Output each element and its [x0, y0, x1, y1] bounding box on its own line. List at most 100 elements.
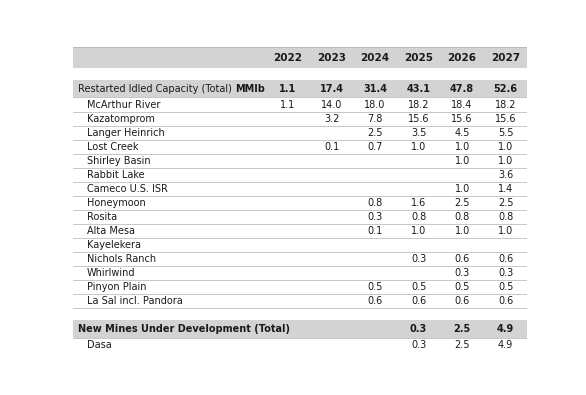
Bar	[73, 252, 527, 266]
Text: Rosita: Rosita	[87, 212, 117, 222]
Text: 0.8: 0.8	[455, 212, 470, 222]
Text: 3.5: 3.5	[411, 128, 426, 137]
Text: 0.6: 0.6	[367, 296, 383, 306]
Text: 14.0: 14.0	[321, 100, 342, 109]
Text: 1.0: 1.0	[411, 141, 426, 152]
Text: 0.8: 0.8	[498, 212, 513, 222]
Text: Alta Mesa: Alta Mesa	[87, 226, 135, 236]
Bar	[73, 196, 527, 210]
Text: 2026: 2026	[448, 53, 476, 62]
Text: Kayelekera: Kayelekera	[87, 240, 141, 250]
Text: 15.6: 15.6	[451, 113, 473, 124]
Text: Kazatomprom: Kazatomprom	[87, 113, 155, 124]
Text: 2.5: 2.5	[498, 198, 513, 208]
Text: 0.3: 0.3	[498, 268, 513, 278]
Text: Restarted Idled Capacity (Total): Restarted Idled Capacity (Total)	[78, 84, 235, 94]
Text: 1.0: 1.0	[498, 156, 513, 166]
Bar	[73, 68, 527, 80]
Bar	[73, 182, 527, 196]
Text: 1.0: 1.0	[455, 226, 470, 236]
Text: Whirlwind: Whirlwind	[87, 268, 135, 278]
Text: 1.0: 1.0	[411, 226, 426, 236]
Bar	[73, 320, 527, 338]
Text: 2024: 2024	[360, 53, 390, 62]
Text: Cameco U.S. ISR: Cameco U.S. ISR	[87, 184, 168, 194]
Text: McArthur River: McArthur River	[87, 100, 160, 109]
Bar	[73, 47, 527, 68]
Text: 2.5: 2.5	[367, 128, 383, 137]
Text: 0.5: 0.5	[367, 282, 383, 292]
Text: 2.5: 2.5	[454, 198, 470, 208]
Text: 4.9: 4.9	[498, 340, 513, 350]
Text: 4.5: 4.5	[454, 128, 470, 137]
Bar	[73, 139, 527, 154]
Text: Nichols Ranch: Nichols Ranch	[87, 254, 156, 264]
Bar	[73, 266, 527, 280]
Text: 1.1: 1.1	[280, 100, 296, 109]
Text: 3.6: 3.6	[498, 169, 513, 180]
Text: 1.0: 1.0	[455, 156, 470, 166]
Text: 5.5: 5.5	[498, 128, 513, 137]
Bar	[73, 338, 527, 352]
Text: 7.8: 7.8	[367, 113, 383, 124]
Text: 1.4: 1.4	[498, 184, 513, 194]
Text: Dasa: Dasa	[87, 340, 111, 350]
Text: 2027: 2027	[491, 53, 520, 62]
Text: 18.4: 18.4	[451, 100, 473, 109]
Text: 18.2: 18.2	[408, 100, 430, 109]
Text: 0.8: 0.8	[411, 212, 426, 222]
Bar	[73, 210, 527, 224]
Bar	[73, 167, 527, 182]
Text: 0.5: 0.5	[498, 282, 513, 292]
Text: 1.1: 1.1	[280, 84, 297, 94]
Text: Rabbit Lake: Rabbit Lake	[87, 169, 145, 180]
Text: MMlb: MMlb	[235, 84, 265, 94]
Text: 0.3: 0.3	[455, 268, 470, 278]
Text: 0.3: 0.3	[410, 324, 427, 334]
Text: New Mines Under Development (Total): New Mines Under Development (Total)	[78, 324, 290, 334]
Bar	[73, 80, 527, 98]
Text: 0.6: 0.6	[498, 296, 513, 306]
Bar	[73, 154, 527, 167]
Text: 0.3: 0.3	[411, 340, 426, 350]
Bar	[73, 238, 527, 252]
Bar	[73, 111, 527, 126]
Text: 0.3: 0.3	[411, 254, 426, 264]
Text: 15.6: 15.6	[408, 113, 430, 124]
Text: 0.6: 0.6	[455, 254, 470, 264]
Text: 1.0: 1.0	[455, 141, 470, 152]
Text: 0.5: 0.5	[411, 282, 426, 292]
Text: Langer Heinrich: Langer Heinrich	[87, 128, 165, 137]
Bar	[73, 280, 527, 294]
Bar	[73, 294, 527, 308]
Bar	[73, 126, 527, 139]
Text: Pinyon Plain: Pinyon Plain	[87, 282, 146, 292]
Text: 0.6: 0.6	[411, 296, 426, 306]
Text: 47.8: 47.8	[450, 84, 474, 94]
Text: 15.6: 15.6	[495, 113, 516, 124]
Text: 0.1: 0.1	[324, 141, 339, 152]
Text: 2.5: 2.5	[454, 340, 470, 350]
Text: 0.7: 0.7	[367, 141, 383, 152]
Text: 31.4: 31.4	[363, 84, 387, 94]
Text: 4.9: 4.9	[497, 324, 515, 334]
Text: 52.6: 52.6	[493, 84, 517, 94]
Text: 0.6: 0.6	[498, 254, 513, 264]
Text: 2022: 2022	[274, 53, 302, 62]
Text: 0.8: 0.8	[367, 198, 383, 208]
Text: 0.3: 0.3	[367, 212, 383, 222]
Text: Honeymoon: Honeymoon	[87, 198, 146, 208]
Text: 2.5: 2.5	[454, 324, 471, 334]
Text: 1.0: 1.0	[498, 141, 513, 152]
Text: 2023: 2023	[317, 53, 346, 62]
Text: 2025: 2025	[404, 53, 433, 62]
Text: 0.1: 0.1	[367, 226, 383, 236]
Text: 1.0: 1.0	[455, 184, 470, 194]
Text: Shirley Basin: Shirley Basin	[87, 156, 151, 166]
Bar	[73, 98, 527, 111]
Text: 1.6: 1.6	[411, 198, 426, 208]
Text: 18.2: 18.2	[495, 100, 516, 109]
Text: 17.4: 17.4	[319, 84, 343, 94]
Bar	[73, 224, 527, 238]
Bar	[73, 308, 527, 320]
